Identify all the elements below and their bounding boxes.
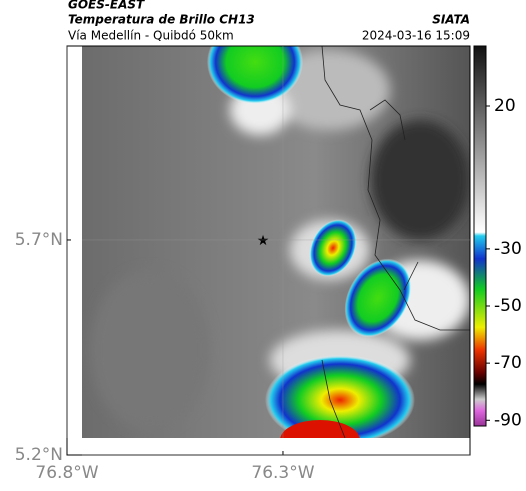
colorbar: [473, 45, 487, 427]
colorbar-tick-label: -90: [494, 410, 522, 430]
title: GOES-EAST: [68, 0, 145, 12]
colorbar-tick-label: -30: [494, 239, 522, 259]
source: SIATA: [432, 13, 470, 27]
subtitle: Temperatura de Brillo CH13: [68, 13, 255, 27]
location-marker: ★: [257, 233, 270, 249]
colorbar-tick-label: -50: [494, 296, 522, 316]
colorbar-tick-label: 20: [494, 96, 516, 116]
location: Vía Medellín - Quibdó 50km: [68, 29, 234, 43]
y-tick-label: 5.7°N: [15, 230, 63, 250]
satellite-image: ★: [82, 46, 470, 438]
y-tick-label: 5.2°N: [15, 445, 63, 465]
x-tick-label: 76.8°W: [35, 463, 98, 483]
colorbar-tick-label: -70: [494, 353, 522, 373]
datetime: 2024-03-16 15:09: [362, 29, 470, 43]
x-tick-label: 76.3°W: [251, 463, 314, 483]
